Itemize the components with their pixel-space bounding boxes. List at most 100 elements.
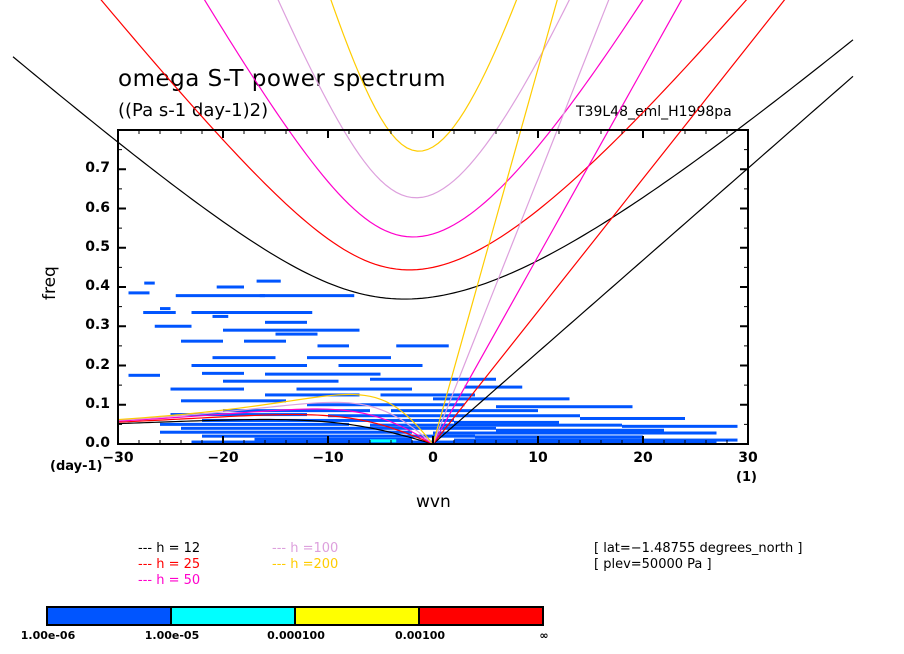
colorbar-label: 1.00e-05 xyxy=(144,629,200,642)
y-tick-label: 0.0 xyxy=(85,435,110,451)
rossby-curve-h50 xyxy=(117,408,434,445)
dispersion-curves xyxy=(12,0,854,445)
rossby-curve-h100 xyxy=(117,401,434,445)
ig-curve-h50 xyxy=(203,0,644,238)
power-patch xyxy=(181,399,286,403)
x-tick-label: −30 xyxy=(102,450,134,466)
power-patch xyxy=(128,373,160,377)
power-patch xyxy=(464,385,523,389)
legend-line-swatch: --- xyxy=(272,557,291,572)
power-patch xyxy=(175,294,265,298)
power-patch xyxy=(128,291,150,295)
rossby-curve-h200 xyxy=(117,393,434,445)
kelvin-curve-h200 xyxy=(432,0,558,445)
legend-item: --- h = 25 xyxy=(138,557,200,572)
power-patch xyxy=(496,428,664,432)
kelvin-curve-h100 xyxy=(432,0,610,445)
power-patch xyxy=(454,420,559,424)
y-axis-units: (day-1) xyxy=(50,459,103,474)
chart-title: omega S-T power spectrum xyxy=(118,66,447,92)
power-patch xyxy=(496,405,633,409)
power-patch xyxy=(181,339,223,343)
power-patch xyxy=(212,356,276,360)
kelvin-curve-h50 xyxy=(432,0,683,445)
power-patch xyxy=(370,423,622,427)
ig-curve-h200 xyxy=(330,0,518,152)
power-patch xyxy=(256,279,281,283)
power-patch xyxy=(223,328,360,332)
ig-curve-h12 xyxy=(12,39,854,300)
power-patch xyxy=(370,439,397,443)
power-patch xyxy=(160,430,412,434)
legend-line-swatch: --- xyxy=(272,541,291,556)
power-patch xyxy=(475,435,643,439)
rossby-curve-h25 xyxy=(117,413,434,445)
power-patches xyxy=(128,279,738,444)
colorbar-label: ∞ xyxy=(539,629,549,642)
power-patch xyxy=(275,332,318,336)
y-tick-label: 0.1 xyxy=(85,395,110,412)
power-patch xyxy=(191,311,313,315)
power-patch xyxy=(622,424,738,428)
y-tick-label: 0.6 xyxy=(85,199,110,216)
power-patch xyxy=(160,422,349,426)
legend-line-swatch: --- xyxy=(138,541,157,556)
power-patch xyxy=(296,387,412,391)
plot-frame xyxy=(117,129,749,445)
power-patch xyxy=(433,431,717,435)
power-patch xyxy=(265,372,381,376)
colorbar-segment xyxy=(46,606,172,626)
power-patch xyxy=(370,377,496,381)
x-tick-label: 20 xyxy=(633,450,653,466)
y-tick-label: 0.5 xyxy=(85,238,110,255)
power-patch xyxy=(216,285,244,289)
power-patch xyxy=(181,426,496,430)
power-patch xyxy=(380,393,475,397)
y-axis-label: freq xyxy=(40,266,60,300)
x-tick-label: 0 xyxy=(428,450,438,466)
power-patch xyxy=(170,387,244,391)
power-patch xyxy=(170,413,307,417)
colorbar-segment xyxy=(418,606,544,626)
kelvin-curve-h12 xyxy=(432,75,854,445)
power-patch xyxy=(328,414,580,418)
y-tick-label: 0.3 xyxy=(85,317,110,334)
legend-line-swatch: --- xyxy=(138,573,157,588)
power-patch xyxy=(433,397,570,401)
x-tick-label: 30 xyxy=(738,450,758,466)
power-patch xyxy=(265,320,307,324)
x-tick-label: −20 xyxy=(207,450,239,466)
power-patch xyxy=(202,418,454,422)
colorbar-label: 0.000100 xyxy=(267,629,325,642)
x-tick-label: 10 xyxy=(528,450,548,466)
power-patch xyxy=(223,379,339,383)
power-patch xyxy=(259,294,355,298)
y-tick-label: 0.7 xyxy=(85,160,110,177)
legend-line-swatch: --- xyxy=(138,557,157,572)
y-tick-label: 0.2 xyxy=(85,356,110,373)
ig-curve-h100 xyxy=(277,0,570,199)
power-patch xyxy=(191,364,307,367)
power-patch xyxy=(265,393,360,397)
legend-label: h =200 xyxy=(290,557,339,572)
kelvin-curve-h25 xyxy=(432,0,786,445)
power-patch xyxy=(307,356,391,360)
x-axis-label: wvn xyxy=(416,492,451,512)
power-patch xyxy=(212,314,229,318)
power-patch xyxy=(317,344,349,348)
power-patch xyxy=(223,409,370,413)
power-patch xyxy=(580,416,685,420)
chart-units: ((Pa s-1 day-1)2) xyxy=(118,100,269,121)
colorbar-label: 0.00100 xyxy=(394,629,446,642)
legend-item: --- h = 50 xyxy=(138,573,200,588)
colorbar-segment xyxy=(170,606,296,626)
colorbar-segment xyxy=(294,606,420,626)
power-patch xyxy=(202,434,475,438)
power-patch xyxy=(202,371,244,375)
power-patch xyxy=(391,409,538,413)
legend-item: --- h =200 xyxy=(272,557,338,572)
power-patch xyxy=(144,281,155,285)
power-patch xyxy=(454,438,738,442)
